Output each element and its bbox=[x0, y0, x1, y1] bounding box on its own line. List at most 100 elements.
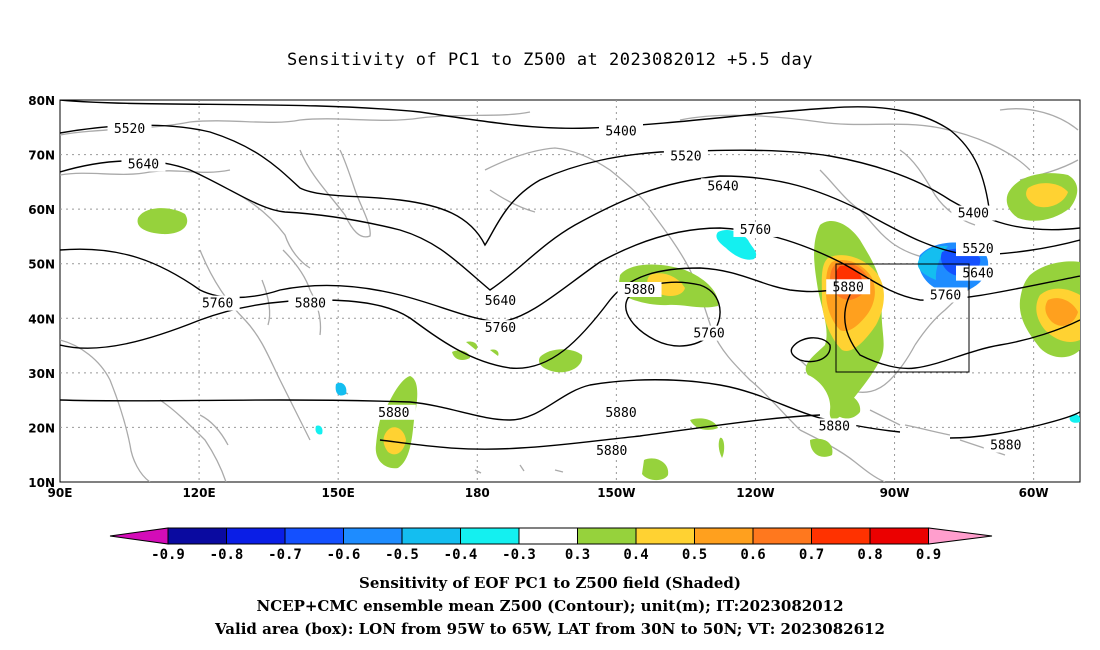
latitude-label: 60N bbox=[28, 203, 55, 217]
contour-label: 5760 bbox=[485, 321, 516, 336]
contour-label-bg bbox=[923, 287, 968, 303]
latitude-label: 80N bbox=[28, 94, 55, 108]
contour-label-bg bbox=[812, 418, 857, 434]
colorbar-swatch bbox=[811, 527, 871, 545]
colorbar-label: -0.8 bbox=[210, 547, 244, 563]
colorbar-swatch bbox=[635, 527, 695, 545]
longitude-labels: 90E 120E 150E 180 150W 120W 90W 60W bbox=[48, 486, 1049, 500]
latitude-label: 70N bbox=[28, 149, 55, 163]
colorbar-label: -0.9 bbox=[151, 547, 185, 563]
colorbar-swatch bbox=[460, 527, 520, 545]
colorbar-swatch bbox=[401, 527, 461, 545]
contour-label: 5640 bbox=[485, 294, 516, 309]
contour-label-bg bbox=[107, 121, 152, 137]
contour-label: 5520 bbox=[962, 242, 993, 257]
colorbar-label: -0.3 bbox=[502, 547, 536, 563]
contour-label: 5880 bbox=[596, 444, 627, 459]
contour-label: 5880 bbox=[833, 280, 864, 295]
colorbar-label: 0.4 bbox=[623, 547, 648, 563]
contour-label: 5880 bbox=[990, 439, 1021, 454]
longitude-label: 150W bbox=[597, 486, 635, 500]
colorbar-label: -0.4 bbox=[444, 547, 478, 563]
contour-label-bg bbox=[663, 148, 708, 164]
contour-label: 5760 bbox=[202, 297, 233, 312]
colorbar-swatch bbox=[694, 527, 754, 545]
contour-label: 5880 bbox=[605, 406, 636, 421]
colorbar-swatch bbox=[226, 527, 286, 545]
longitude-label: 120E bbox=[182, 486, 215, 500]
contour-label: 5880 bbox=[624, 283, 655, 298]
contour-label-bg bbox=[733, 221, 778, 237]
contour-label-bg bbox=[956, 241, 1000, 257]
contour-label-bg bbox=[599, 123, 643, 139]
sensitivity-shading bbox=[137, 173, 1080, 481]
longitude-label: 120W bbox=[736, 486, 774, 500]
map-title: Sensitivity of PC1 to Z500 at 2023082012… bbox=[286, 50, 813, 70]
latitude-label: 30N bbox=[28, 367, 55, 381]
longitude-label: 90W bbox=[880, 486, 910, 500]
contour-label-bg bbox=[951, 205, 996, 221]
colorbar-swatch bbox=[284, 527, 344, 545]
contour-label: 5880 bbox=[378, 406, 409, 421]
colorbar-swatch bbox=[167, 527, 227, 545]
longitude-label: 180 bbox=[465, 486, 490, 500]
colorbar-label: 0.8 bbox=[857, 547, 882, 563]
contour-label: 5880 bbox=[819, 419, 850, 434]
contour-label-bg bbox=[371, 404, 416, 420]
caption-line-1: Sensitivity of EOF PC1 to Z500 field (Sh… bbox=[359, 574, 741, 592]
colorbar-extend-right bbox=[928, 527, 993, 545]
contour-label: 5640 bbox=[707, 179, 738, 194]
contour-label: 5880 bbox=[295, 297, 326, 312]
colorbar-label: 0.6 bbox=[740, 547, 765, 563]
contour-label: 5640 bbox=[128, 157, 159, 172]
contour-label: 5520 bbox=[114, 122, 145, 137]
contour-label: 5760 bbox=[693, 327, 724, 342]
latitude-label: 50N bbox=[28, 258, 55, 272]
colorbar-label: 0.3 bbox=[565, 547, 590, 563]
contour-label-bg bbox=[478, 320, 523, 336]
colorbar-extend-left bbox=[109, 527, 169, 545]
longitude-label: 60W bbox=[1019, 486, 1049, 500]
latitude-label: 40N bbox=[28, 312, 55, 326]
contour-label-bg bbox=[195, 295, 240, 311]
contour-label-bg bbox=[288, 295, 333, 311]
contour-label: 5760 bbox=[930, 288, 961, 303]
caption-line-2: NCEP+CMC ensemble mean Z500 (Contour); u… bbox=[256, 597, 844, 615]
contour-label-bg bbox=[478, 292, 523, 308]
contour-label-bg bbox=[599, 404, 643, 420]
contour-label: 5760 bbox=[740, 223, 771, 238]
contour-label-bg bbox=[826, 279, 871, 295]
colorbar-swatch bbox=[343, 527, 403, 545]
colorbar-swatch bbox=[869, 527, 929, 545]
contour-label-bg bbox=[589, 442, 634, 458]
latitude-label: 20N bbox=[28, 421, 55, 435]
latitude-labels: 80N 70N 60N 50N 40N 30N 20N 10N bbox=[28, 94, 55, 490]
contour-label-bg bbox=[983, 437, 1028, 453]
contour-label-bg bbox=[121, 156, 166, 172]
longitude-label: 90E bbox=[48, 486, 73, 500]
contour-label-bg bbox=[687, 325, 732, 341]
colorbar-label: -0.6 bbox=[327, 547, 361, 563]
colorbar-label: 0.9 bbox=[916, 547, 941, 563]
colorbar-label: 0.5 bbox=[682, 547, 707, 563]
colorbar-swatch bbox=[518, 527, 578, 545]
contour-label-bg bbox=[956, 265, 1000, 281]
contour-label: 5640 bbox=[962, 267, 993, 282]
latitude-label: 10N bbox=[28, 476, 55, 490]
contour-labels: 5520564054005520564057605400552056405760… bbox=[107, 121, 1028, 459]
colorbar-swatch bbox=[752, 527, 812, 545]
colorbar bbox=[109, 527, 993, 545]
colorbar-swatch bbox=[577, 527, 637, 545]
colorbar-label: -0.5 bbox=[385, 547, 419, 563]
colorbar-label: 0.7 bbox=[799, 547, 824, 563]
contour-label: 5400 bbox=[605, 125, 636, 140]
contour-label-bg bbox=[701, 178, 745, 194]
longitude-label: 150E bbox=[322, 486, 355, 500]
colorbar-label: -0.7 bbox=[268, 547, 302, 563]
caption-line-3: Valid area (box): LON from 95W to 65W, L… bbox=[215, 620, 885, 638]
contour-label: 5400 bbox=[958, 207, 989, 222]
contour-label-bg bbox=[617, 282, 662, 297]
colorbar-labels: -0.9 -0.8 -0.7 -0.6 -0.5 -0.4 -0.3 0.3 0.4 0.5 0.6… bbox=[151, 547, 941, 563]
valid-area-box bbox=[835, 263, 970, 373]
